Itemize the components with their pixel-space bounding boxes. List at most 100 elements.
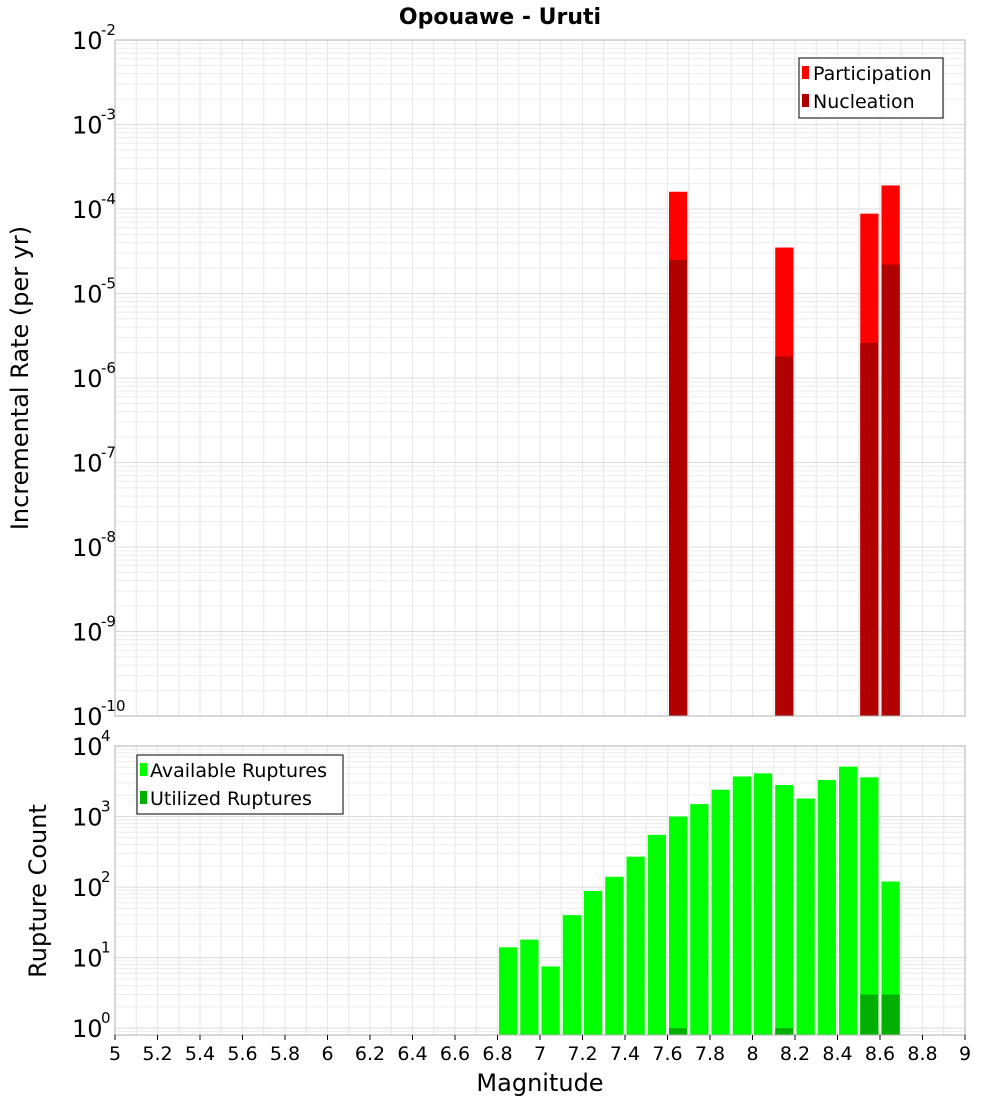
- utilized-ruptures-bar: [881, 994, 900, 1035]
- y-tick-exponent: -5: [101, 275, 116, 293]
- y-tick-exponent: 3: [101, 798, 111, 816]
- available-ruptures-bar: [796, 798, 815, 1035]
- count-legend-box: [136, 754, 344, 815]
- nucleation-legend-swatch: [802, 94, 809, 107]
- x-axis-label: Magnitude: [476, 1069, 603, 1097]
- available-ruptures-bar: [775, 784, 794, 1035]
- x-tick-label: 8.8: [907, 1043, 937, 1065]
- available-ruptures-bar: [520, 939, 539, 1035]
- y-tick-label: 10: [72, 804, 103, 832]
- available-ruptures-bar: [839, 766, 858, 1035]
- available-ruptures-bar: [732, 776, 751, 1035]
- available-ruptures-bar: [562, 915, 581, 1035]
- count-bars: [499, 766, 900, 1035]
- y-tick-label: 10: [72, 945, 103, 973]
- rate-legend-box: [798, 57, 944, 119]
- rate-bars: [669, 185, 900, 717]
- rate-panel: 10-210-310-410-510-610-710-810-910-10 Op…: [6, 5, 966, 731]
- x-tick-label: 6.8: [482, 1043, 512, 1065]
- y-tick-exponent: -4: [101, 190, 116, 208]
- rate-y-axis-label: Incremental Rate (per yr): [6, 226, 34, 530]
- available-ruptures-bar: [669, 816, 688, 1035]
- utilized-legend-label: Utilized Ruptures: [150, 788, 312, 810]
- rate-y-ticks: 10-210-310-410-510-610-710-810-910-10: [72, 21, 126, 731]
- rate-plot-frame: [114, 39, 966, 717]
- available-ruptures-bar: [817, 779, 836, 1035]
- x-tick-label: 6.2: [355, 1043, 385, 1065]
- x-tick-label: 9: [959, 1043, 971, 1065]
- y-tick-exponent: -8: [101, 528, 116, 546]
- nucleation-bar: [775, 356, 794, 716]
- utilized-ruptures-bar: [860, 994, 879, 1035]
- y-tick-label: 10: [72, 281, 103, 309]
- utilized-ruptures-bar: [669, 1028, 688, 1035]
- available-legend-swatch: [140, 763, 147, 776]
- utilized-legend-swatch: [140, 791, 147, 804]
- available-ruptures-bar: [541, 966, 560, 1035]
- participation-legend-label: Participation: [813, 63, 932, 85]
- y-tick-label: 10: [72, 733, 103, 761]
- participation-legend-swatch: [802, 66, 809, 79]
- available-ruptures-bar: [605, 876, 624, 1035]
- available-ruptures-bar: [499, 947, 518, 1035]
- available-ruptures-bar: [690, 804, 709, 1035]
- y-tick-exponent: 1: [101, 939, 111, 957]
- x-ticks: 5 5.2 5.4 5.6 5.8 6 6.2 6.4 6.6 6.8 7 7.2 7.4 7.6 7.8 8…: [109, 1035, 971, 1065]
- y-tick-label: 10: [72, 874, 103, 902]
- x-tick-label: 8.4: [822, 1043, 852, 1065]
- chart-title: Opouawe - Uruti: [399, 5, 601, 30]
- utilized-ruptures-bar: [775, 1028, 794, 1035]
- y-tick-label: 10: [72, 450, 103, 478]
- y-tick-exponent: -10: [101, 697, 126, 715]
- x-tick-label: 6.4: [397, 1043, 427, 1065]
- y-tick-label: 10: [72, 112, 103, 140]
- nucleation-bar: [669, 259, 688, 716]
- y-tick-exponent: 2: [101, 868, 111, 886]
- nucleation-bar: [860, 342, 879, 716]
- nucleation-legend-label: Nucleation: [813, 91, 915, 113]
- count-legend: Available Ruptures Utilized Ruptures: [136, 754, 344, 815]
- y-tick-label: 10: [72, 196, 103, 224]
- x-tick-label: 8.2: [780, 1043, 810, 1065]
- available-legend-label: Available Ruptures: [150, 760, 327, 782]
- y-tick-exponent: -9: [101, 613, 116, 631]
- y-tick-label: 10: [72, 619, 103, 647]
- available-ruptures-bar: [860, 777, 879, 1035]
- y-tick-label: 10: [72, 534, 103, 562]
- x-tick-label: 7.8: [695, 1043, 725, 1065]
- nucleation-bar: [881, 264, 900, 716]
- x-tick-label: 8: [746, 1043, 758, 1065]
- available-ruptures-bar: [584, 890, 603, 1035]
- x-tick-label: 5: [109, 1043, 121, 1065]
- x-tick-label: 7.6: [652, 1043, 682, 1065]
- y-tick-exponent: -3: [101, 106, 116, 124]
- x-tick-label: 7: [534, 1043, 546, 1065]
- y-tick-exponent: -2: [101, 21, 116, 39]
- available-ruptures-bar: [647, 834, 666, 1035]
- x-tick-label: 7.4: [610, 1043, 640, 1065]
- y-tick-label: 10: [72, 365, 103, 393]
- y-tick-exponent: -6: [101, 359, 116, 377]
- y-tick-label: 10: [72, 703, 103, 731]
- y-tick-exponent: 4: [101, 727, 111, 745]
- y-tick-label: 10: [72, 27, 103, 55]
- rate-legend: Participation Nucleation: [798, 57, 944, 119]
- available-ruptures-bar: [626, 856, 645, 1035]
- y-tick-exponent: 0: [101, 1009, 111, 1027]
- y-tick-label: 10: [72, 1015, 103, 1043]
- x-tick-label: 5.4: [185, 1043, 215, 1065]
- count-y-axis-label: Rupture Count: [24, 804, 52, 978]
- x-tick-label: 7.2: [567, 1043, 597, 1065]
- x-tick-label: 8.6: [865, 1043, 895, 1065]
- y-tick-exponent: -7: [101, 444, 116, 462]
- x-tick-label: 5.6: [227, 1043, 257, 1065]
- available-ruptures-bar: [754, 773, 773, 1035]
- available-ruptures-bar: [711, 789, 730, 1035]
- x-tick-label: 6.6: [440, 1043, 470, 1065]
- rate-grid: [114, 39, 966, 717]
- x-tick-label: 5.8: [270, 1043, 300, 1065]
- x-tick-label: 5.2: [142, 1043, 172, 1065]
